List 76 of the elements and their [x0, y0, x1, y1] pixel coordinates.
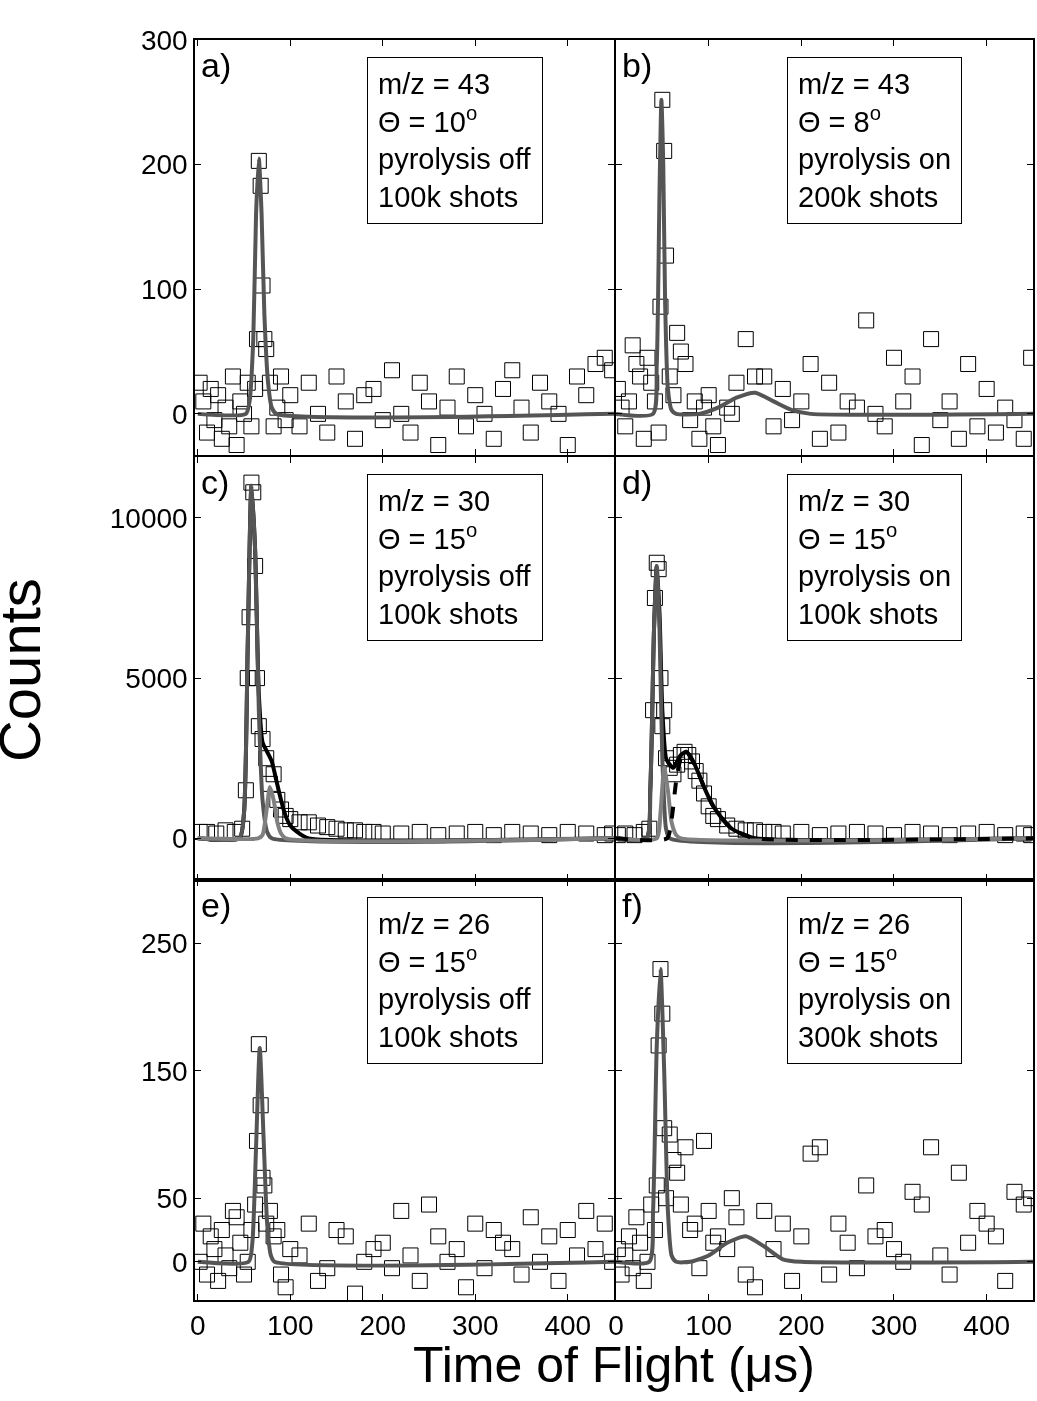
- point: [234, 820, 251, 837]
- point: [239, 670, 256, 687]
- point: [319, 819, 336, 836]
- annotation: m/z = 26 Θ = 15$^{o}$ pyrolysis on 300k shots: [798, 908, 952, 1054]
- y-tick-label: 100: [140, 274, 188, 306]
- point: [683, 753, 700, 770]
- x-tick-label: 100: [266, 1310, 314, 1342]
- point: [328, 820, 345, 837]
- point: [254, 731, 271, 747]
- y-tick-label: 0: [172, 398, 188, 430]
- point: [282, 811, 299, 828]
- point: [650, 561, 667, 578]
- y-tick-label: 150: [140, 1055, 188, 1087]
- annotation: b): [622, 46, 653, 84]
- point: [641, 820, 658, 837]
- point: [277, 807, 294, 824]
- annotation: m/z = 30 Θ = 15$^{o}$ pyrolysis on 100k shots: [798, 485, 952, 631]
- x-tick-label: 400: [963, 1310, 1011, 1342]
- point: [646, 590, 663, 606]
- x-tick-label: 300: [870, 1310, 918, 1342]
- point: [658, 750, 675, 767]
- annotation: e): [201, 886, 232, 924]
- y-tick-label: 0: [172, 823, 188, 855]
- y-tick-label: 0: [172, 1246, 188, 1278]
- point: [904, 823, 921, 840]
- point: [700, 798, 717, 815]
- point: [691, 772, 708, 789]
- y-tick-label: 250: [140, 928, 188, 960]
- point: [676, 743, 693, 760]
- point: [265, 766, 282, 783]
- point: [310, 817, 327, 834]
- point: [728, 820, 745, 837]
- annotation: d): [622, 463, 653, 501]
- y-tick-label: 300: [140, 24, 188, 56]
- point: [656, 702, 673, 719]
- point: [291, 814, 308, 831]
- annotation: m/z = 26 Θ = 15$^{o}$ pyrolysis off 100k shots: [378, 908, 532, 1054]
- point: [347, 822, 364, 839]
- point: [541, 827, 558, 844]
- point: [654, 718, 671, 735]
- point: [1015, 825, 1032, 842]
- annotation: m/z = 43 Θ = 8$^{o}$ pyrolysis on 200k shots: [798, 68, 952, 214]
- point: [756, 823, 773, 840]
- x-tick-label: 200: [359, 1310, 407, 1342]
- point: [300, 814, 317, 831]
- point: [696, 785, 713, 802]
- annotation: m/z = 43 Θ = 10$^{o}$ pyrolysis off 100k shots: [378, 68, 532, 214]
- point: [709, 811, 726, 828]
- point: [719, 817, 736, 834]
- y-tick-label: 200: [140, 149, 188, 181]
- point: [737, 822, 754, 839]
- point: [237, 782, 254, 799]
- annotation: a): [201, 46, 232, 84]
- y-tick-label: 50: [156, 1182, 188, 1214]
- point: [243, 474, 260, 491]
- point: [337, 822, 354, 839]
- point: [245, 484, 262, 501]
- point: [648, 554, 665, 571]
- point: [635, 823, 652, 840]
- y-axis-title: Counts: [0, 578, 53, 763]
- point: [596, 827, 613, 844]
- point: [997, 827, 1014, 844]
- point: [687, 763, 704, 780]
- point: [626, 827, 643, 844]
- point: [765, 823, 782, 840]
- annotation: f): [622, 886, 643, 924]
- point: [848, 823, 865, 840]
- point: [248, 670, 265, 687]
- annotation: m/z = 30 Θ = 15$^{o}$ pyrolysis off 100k shots: [378, 485, 532, 631]
- point: [250, 718, 267, 735]
- point: [705, 807, 722, 824]
- annotation: c): [201, 463, 230, 501]
- point: [578, 825, 595, 842]
- y-tick-label: 10000: [109, 502, 188, 534]
- y-tick-label: 5000: [125, 662, 188, 694]
- point: [669, 756, 686, 773]
